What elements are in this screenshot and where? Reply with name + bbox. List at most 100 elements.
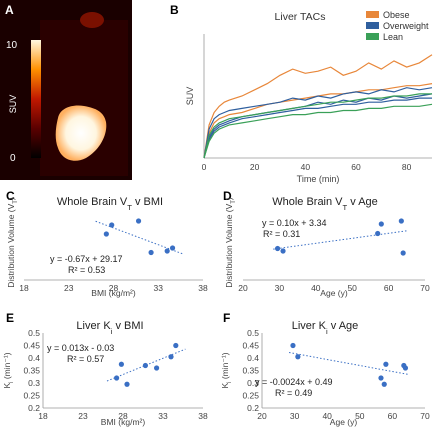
x-tick-label: 20	[250, 162, 260, 172]
x-tick-label: 33	[154, 283, 164, 293]
chart-title: Whole Brain VT v Age	[272, 196, 378, 212]
panel-letter: E	[6, 311, 14, 325]
y-axis-label: Distribution Volume (VT)	[224, 197, 237, 288]
y-axis-label-suffix: )	[224, 197, 234, 200]
trendline-equation: y = 0.013x - 0.03	[47, 343, 114, 353]
x-tick-label: 28	[118, 411, 128, 421]
trendline	[273, 230, 408, 250]
y-axis-label-main: K	[220, 383, 230, 389]
series-line-overweight	[203, 87, 433, 159]
legend-label: Lean	[383, 32, 403, 42]
legend-swatch-lean	[366, 33, 379, 40]
data-point	[290, 342, 296, 349]
panel-letter: F	[223, 311, 230, 325]
x-tick-label: 18	[38, 411, 48, 421]
data-point	[103, 231, 109, 237]
data-point	[109, 222, 115, 228]
x-axis-label: Age (y)	[330, 417, 358, 427]
y-tick-label: 0.3	[28, 378, 40, 388]
series-line-obese	[203, 83, 433, 159]
colorbar-min-label: 0	[10, 153, 16, 164]
y-tick-label: 0.3	[247, 378, 259, 388]
r-squared-label: R² = 0.53	[68, 265, 105, 275]
x-tick-label: 60	[351, 162, 361, 172]
data-point	[400, 250, 406, 256]
y-axis-label: Ki (min⁻¹)	[2, 352, 15, 388]
data-point	[169, 245, 176, 251]
trendline-equation: y = -0.67x + 29.17	[50, 254, 123, 264]
trendline	[288, 351, 410, 376]
data-point	[154, 365, 160, 371]
pet-liver-region	[55, 105, 107, 161]
y-axis-label-main: Distribution Volume (V	[6, 203, 16, 287]
y-tick-label: 0.5	[247, 328, 259, 338]
r-squared-label: R² = 0.31	[263, 229, 300, 239]
data-point	[135, 218, 142, 224]
x-tick-label: 38	[198, 411, 208, 421]
data-point	[398, 218, 404, 224]
charts-layer: Liver TACs 0 20 40 60 80 Time (min) SUV ObeseOve…	[2, 10, 433, 427]
chart-title: Whole Brain VT v BMI	[57, 196, 163, 212]
data-point	[375, 230, 381, 237]
x-tick-label: 30	[290, 411, 300, 421]
series-line-overweight	[203, 93, 433, 159]
data-point	[295, 354, 301, 360]
colorbar-title: SUV	[8, 95, 18, 114]
x-tick-label: 50	[347, 283, 357, 293]
y-axis-label-subscript: i	[9, 382, 15, 383]
legend-label: Overweight	[383, 21, 429, 31]
x-tick-label: 0	[202, 162, 207, 172]
colorbar	[31, 40, 41, 158]
panel-letter: B	[170, 3, 179, 17]
y-axis-label: Ki (min⁻¹)	[220, 352, 233, 388]
x-tick-label: 40	[311, 283, 321, 293]
x-tick-label: 38	[198, 283, 208, 293]
r-squared-label: R² = 0.49	[275, 388, 312, 398]
chart-title-subscript: T	[127, 203, 132, 212]
y-axis-label-subscript: i	[227, 382, 233, 383]
x-axis-label: Time (min)	[297, 174, 340, 184]
x-axis-label: Age (y)	[320, 288, 348, 298]
y-tick-label: 0.5	[28, 328, 40, 338]
x-tick-label: 20	[238, 283, 248, 293]
y-tick-label: 0.25	[242, 391, 259, 401]
y-axis-label-suffix: )	[6, 197, 16, 200]
y-axis-label-main: Distribution Volume (V	[224, 203, 234, 287]
y-axis-label: SUV	[185, 87, 195, 106]
data-point	[148, 249, 154, 256]
y-tick-label: 0.35	[242, 366, 259, 376]
series-line-overweight	[203, 97, 432, 159]
x-tick-label: 20	[257, 411, 267, 421]
x-tick-label: 40	[322, 411, 332, 421]
panel-a: A 10 0 SUV	[0, 0, 132, 180]
r-squared-label: R² = 0.57	[67, 354, 104, 364]
colorbar-max-label: 10	[6, 40, 18, 51]
data-point	[124, 381, 130, 387]
chart-title-suffix: v BMI	[132, 196, 163, 208]
x-tick-label: 80	[402, 162, 412, 172]
chart-title-suffix: v BMI	[112, 320, 143, 332]
x-tick-label: 40	[301, 162, 311, 172]
y-axis-label-subscript: T	[231, 200, 237, 204]
y-tick-label: 0.45	[23, 341, 40, 351]
chart-title: Liver Ki v Age	[292, 320, 359, 336]
chart-title-main: Whole Brain V	[57, 196, 128, 208]
chart-title-main: Liver K	[76, 320, 111, 332]
legend-swatch-obese	[366, 11, 379, 18]
legend-swatch-overweight	[366, 22, 379, 29]
chart-title-subscript: T	[343, 203, 348, 212]
data-point	[381, 381, 387, 387]
x-tick-label: 70	[420, 411, 430, 421]
data-point	[280, 248, 286, 254]
x-tick-label: 23	[78, 411, 88, 421]
y-axis-label-suffix: (min⁻¹)	[2, 352, 12, 381]
x-tick-label: 33	[158, 411, 168, 421]
x-tick-label: 50	[355, 411, 365, 421]
x-axis-label: BMI (kg/m²)	[101, 417, 146, 427]
chart-title-suffix: v Age	[328, 320, 359, 332]
